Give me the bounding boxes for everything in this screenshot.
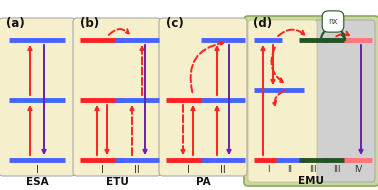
Text: II: II [288,165,293,174]
Text: I: I [101,165,104,175]
Text: EMU: EMU [298,176,324,186]
Text: (a): (a) [6,17,25,30]
Text: (c): (c) [166,17,184,30]
FancyBboxPatch shape [314,20,375,182]
Text: I: I [36,165,39,175]
Text: (d): (d) [253,17,272,30]
Text: III: III [333,165,341,174]
FancyBboxPatch shape [159,18,247,176]
Text: (b): (b) [80,17,99,30]
Text: III: III [309,165,317,174]
Text: ETU: ETU [105,177,129,187]
Text: I: I [267,165,269,174]
Text: ESA: ESA [26,177,48,187]
Text: I: I [187,165,189,175]
Text: nx: nx [328,17,338,26]
FancyBboxPatch shape [244,16,378,186]
Text: IV: IV [354,165,362,174]
Text: II: II [220,165,226,175]
Text: II: II [134,165,140,175]
FancyBboxPatch shape [248,20,317,182]
Text: PA: PA [196,177,210,187]
FancyBboxPatch shape [0,18,75,176]
FancyBboxPatch shape [73,18,161,176]
